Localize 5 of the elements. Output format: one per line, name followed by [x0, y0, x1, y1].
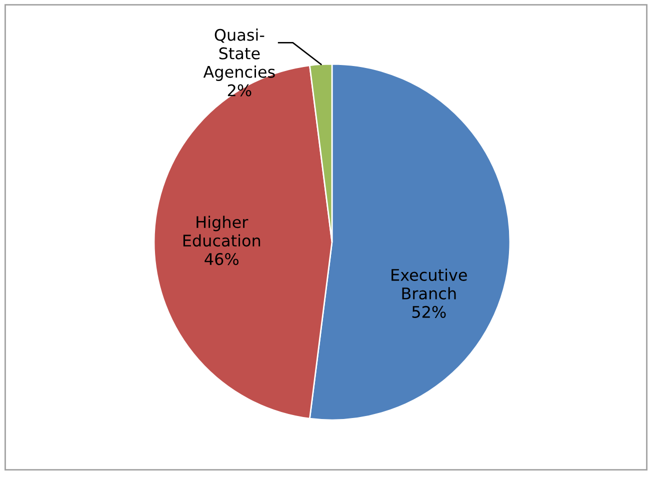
- slice-label: Quasi-State Agencies: [203, 28, 275, 81]
- data-label: 52%: [412, 306, 446, 318]
- slice-label: Higher Education: [183, 216, 260, 247]
- slice-label: Executive Branch: [392, 268, 467, 300]
- data-label: 46%: [204, 253, 239, 266]
